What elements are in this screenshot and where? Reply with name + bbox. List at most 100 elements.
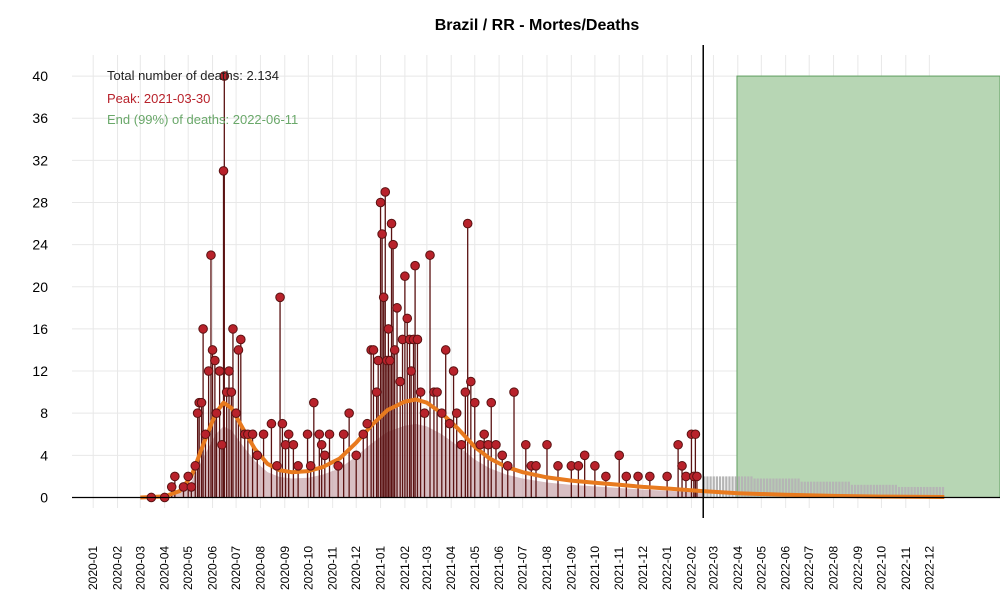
end-annotation: End (99%) of deaths: 2022-06-11	[107, 112, 298, 127]
data-point	[210, 355, 220, 366]
projection-bar	[923, 486, 926, 498]
data-point	[219, 71, 230, 81]
projection-bar	[926, 486, 929, 498]
data-point	[316, 439, 327, 450]
projection-bar	[866, 484, 869, 498]
projection-bar	[885, 484, 888, 498]
data-point	[293, 461, 303, 471]
x-tick-label: 2022-07	[802, 546, 816, 590]
data-point	[288, 439, 299, 450]
projection-bar	[706, 476, 709, 498]
x-tick-label: 2020-12	[349, 546, 363, 590]
projection-bar	[838, 481, 841, 498]
projection-bars-layer	[703, 476, 945, 498]
x-tick-label: 2021-04	[444, 546, 458, 590]
residual-layer	[140, 423, 704, 498]
x-tick-label: 2021-08	[540, 546, 554, 590]
projection-bar	[853, 484, 857, 498]
data-point	[425, 250, 435, 260]
projection-bar	[715, 476, 718, 498]
projection-bar	[822, 481, 825, 498]
data-point	[475, 439, 486, 450]
data-point	[392, 303, 402, 313]
projection-bar	[797, 478, 800, 498]
projection-bar	[882, 484, 885, 498]
data-point	[247, 429, 258, 440]
projection-band	[736, 75, 1000, 498]
peak-annotation: Peak: 2021-03-30	[107, 91, 210, 106]
x-tick-label: 2020-10	[301, 546, 315, 590]
data-point	[206, 250, 216, 260]
data-point	[211, 408, 222, 418]
data-point	[226, 387, 237, 397]
y-tick-label: 4	[40, 447, 48, 463]
data-point	[497, 450, 508, 461]
projection-bar	[788, 478, 791, 498]
x-tick-label: 2022-03	[706, 546, 720, 590]
data-point	[203, 366, 214, 376]
projection-bar	[734, 476, 737, 498]
x-tick-label: 2021-07	[516, 546, 530, 590]
data-point	[302, 429, 313, 440]
data-point	[692, 471, 702, 482]
projection-bar	[831, 481, 835, 498]
data-point	[483, 439, 493, 450]
data-point	[402, 313, 413, 324]
projection-bar	[722, 476, 725, 498]
projection-bar	[910, 486, 913, 498]
data-point	[614, 450, 625, 461]
data-point	[389, 345, 400, 355]
projection-bar	[828, 481, 832, 498]
data-point	[662, 471, 672, 482]
projection-bar	[800, 481, 803, 498]
x-tick-label: 2020-04	[158, 546, 172, 590]
projection-bar	[756, 478, 759, 498]
data-point	[207, 345, 218, 355]
x-tick-label: 2022-11	[899, 547, 913, 590]
data-point	[231, 408, 241, 418]
data-point	[380, 187, 391, 197]
projection-bar	[816, 481, 819, 498]
x-tick-label: 2021-02	[398, 546, 412, 590]
data-point	[502, 461, 513, 471]
axes-layer	[72, 45, 1000, 518]
data-point	[456, 439, 467, 450]
x-tick-label: 2021-06	[492, 546, 506, 590]
data-point	[196, 397, 207, 408]
fit-curve-layer	[140, 397, 945, 500]
projection-bar	[847, 481, 850, 498]
data-point	[436, 408, 447, 418]
data-point	[373, 355, 383, 366]
x-tick-label: 2022-02	[684, 546, 698, 590]
projection-bar	[850, 484, 854, 498]
data-point	[371, 387, 382, 397]
projection-bar	[913, 486, 916, 498]
data-point	[351, 450, 362, 461]
data-point	[415, 387, 426, 397]
data-point	[170, 471, 180, 482]
data-point	[192, 408, 203, 418]
data-point	[178, 482, 189, 492]
projection-bar	[784, 478, 788, 498]
data-point	[690, 429, 701, 440]
data-point	[448, 366, 459, 376]
data-point	[520, 439, 531, 450]
data-point	[406, 366, 416, 376]
projection-bar	[863, 484, 866, 498]
data-point	[252, 450, 263, 461]
data-point	[266, 418, 277, 429]
x-tick-label: 2020-03	[133, 546, 147, 590]
projection-bar	[747, 476, 750, 498]
projection-bar	[813, 481, 816, 498]
projection-bar	[844, 481, 847, 498]
data-point	[217, 439, 227, 450]
y-tick-label: 36	[32, 110, 48, 126]
x-tick-label: 2022-05	[754, 546, 768, 590]
y-tick-label: 40	[32, 68, 48, 84]
data-point	[186, 482, 197, 492]
data-point	[166, 482, 177, 492]
x-tick-label: 2022-09	[851, 546, 865, 590]
data-point	[542, 439, 552, 450]
data-point	[190, 461, 201, 471]
